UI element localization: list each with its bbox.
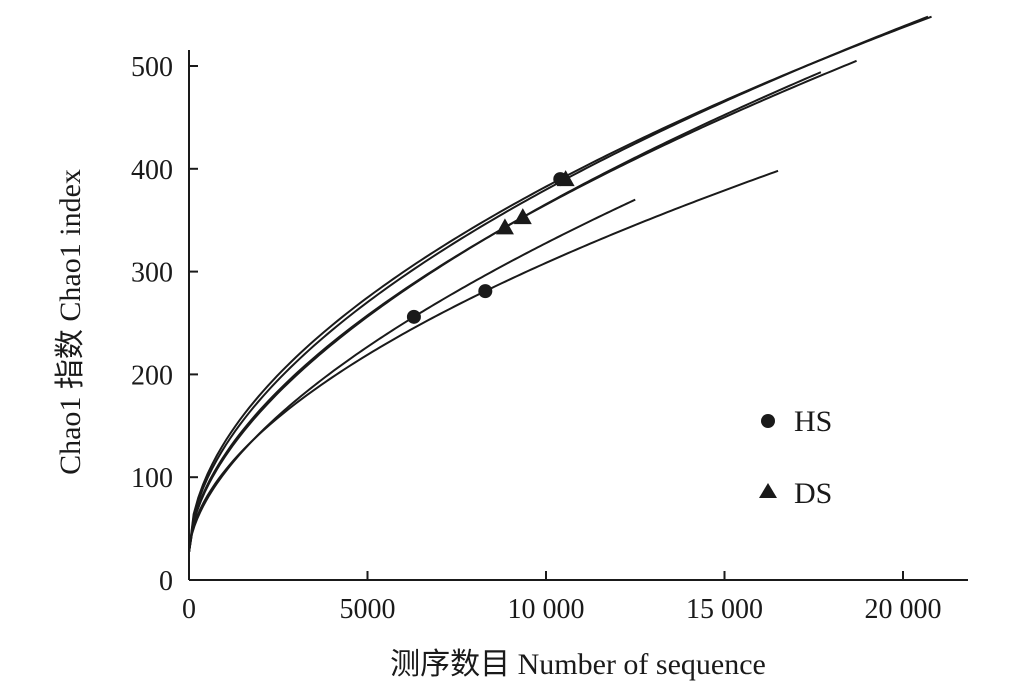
series-lines bbox=[188, 15, 932, 553]
series-line-hs-3 bbox=[188, 15, 932, 553]
data-point-triangle bbox=[513, 208, 532, 225]
x-tick-label: 15 000 bbox=[686, 594, 763, 625]
series-markers bbox=[406, 170, 575, 324]
legend-label-ds: DS bbox=[794, 477, 832, 510]
series-line-hs-1 bbox=[188, 169, 779, 553]
series-line-ds-4 bbox=[188, 15, 929, 553]
series-line-ds-6 bbox=[188, 59, 857, 553]
x-ticks: 0 5000 10 000 15 000 20 000 bbox=[182, 571, 942, 625]
x-axis-label: 测序数目 Number of sequence bbox=[390, 648, 766, 681]
y-tick-label: 500 bbox=[131, 52, 173, 83]
x-tick-label: 5000 bbox=[340, 594, 396, 625]
legend-label-hs: HS bbox=[794, 405, 832, 438]
y-tick-label: 0 bbox=[159, 566, 173, 597]
data-point-triangle bbox=[556, 170, 575, 187]
y-tick-label: 100 bbox=[131, 463, 173, 494]
legend-triangle-marker bbox=[759, 483, 777, 498]
legend-circle-marker bbox=[761, 414, 775, 428]
data-point-circle bbox=[406, 309, 421, 324]
x-tick-label: 0 bbox=[182, 594, 196, 625]
legend-item-ds: DS bbox=[759, 477, 832, 510]
x-axis: 0 5000 10 000 15 000 20 000 bbox=[182, 571, 968, 625]
data-point-circle bbox=[478, 284, 493, 299]
legend-item-hs: HS bbox=[761, 405, 832, 438]
y-tick-label: 300 bbox=[131, 258, 173, 289]
legend: HS DS bbox=[759, 405, 832, 510]
x-tick-label: 20 000 bbox=[865, 594, 942, 625]
x-tick-label: 10 000 bbox=[508, 594, 585, 625]
y-axis-label: Chao1 指数 Chao1 index bbox=[54, 169, 87, 475]
y-axis: 0 100 200 300 400 500 bbox=[131, 50, 198, 597]
series-line-ds-5 bbox=[188, 71, 822, 553]
y-ticks: 0 100 200 300 400 500 bbox=[131, 52, 198, 597]
y-tick-label: 200 bbox=[131, 360, 173, 391]
y-tick-label: 400 bbox=[131, 155, 173, 186]
data-point-triangle bbox=[495, 218, 514, 235]
